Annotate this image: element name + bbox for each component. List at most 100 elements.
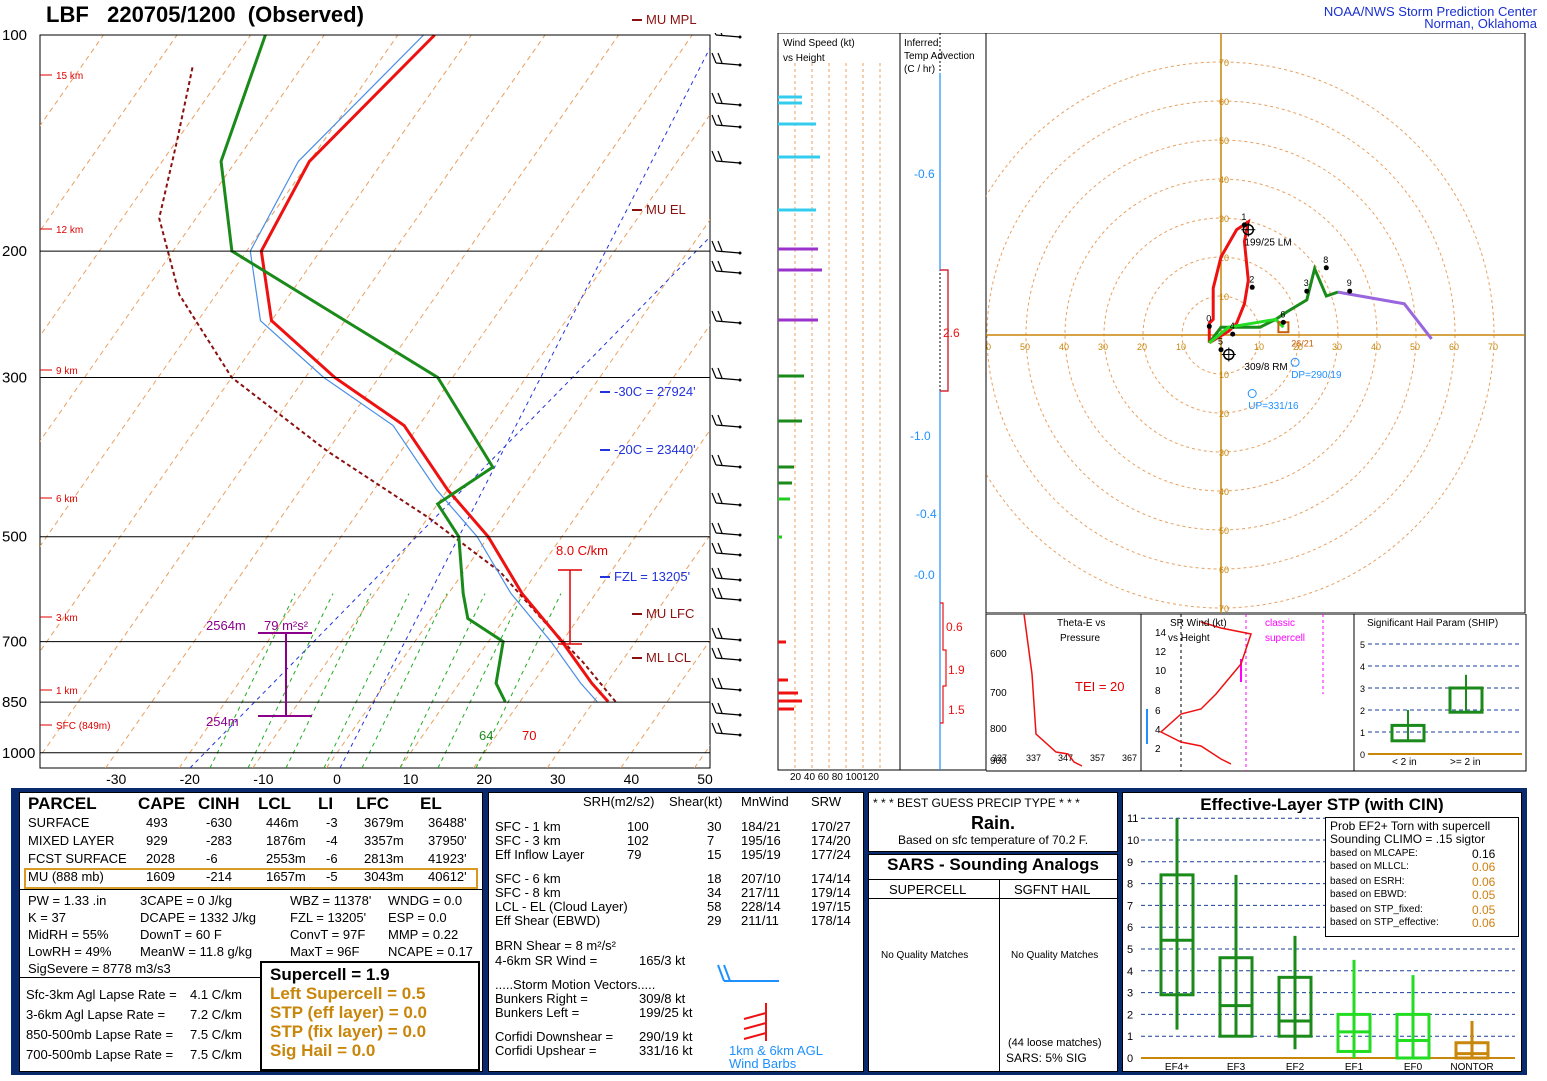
barb-shaft xyxy=(715,502,741,506)
barb-flag xyxy=(711,52,717,64)
km-dot xyxy=(1347,288,1353,294)
advection-value: -1.0 xyxy=(910,429,931,443)
barb-flag xyxy=(717,114,723,126)
km-dot xyxy=(1304,288,1310,294)
index-cell: MeanW = 11.8 g/kg xyxy=(140,944,253,959)
wind-barb xyxy=(711,310,742,325)
index-cell: PW = 1.33 .in xyxy=(28,893,107,908)
parcel-cell: -6 xyxy=(206,851,218,866)
ml-lcl-label: ML LCL xyxy=(646,650,691,665)
pressure-tick: 500 xyxy=(2,529,27,546)
stp-box-EF3 xyxy=(1218,874,1254,1038)
kinematics-cell: 211/11 xyxy=(741,913,779,928)
stp-legend-value: 0.06 xyxy=(1472,875,1496,889)
storm-motion-cell: 331/16 kt xyxy=(639,1043,693,1058)
wind-barb xyxy=(711,627,742,642)
wind-barb xyxy=(711,677,742,692)
ring-label-west: 30 xyxy=(1098,342,1108,352)
moist-adiabat xyxy=(399,593,486,768)
lapse-rate-cell: 4.1 C/km xyxy=(190,987,243,1002)
kinematics-header-cell: SRH(m2/s2) xyxy=(583,794,655,809)
advection-value: 0.6 xyxy=(946,620,963,634)
srh-bot-label: 254m xyxy=(206,714,239,729)
stp-category: EF2 xyxy=(1286,1062,1305,1071)
ring-label-north: 40 xyxy=(1219,175,1229,185)
sars-title: SARS - Sounding Analogs xyxy=(887,855,1099,874)
barb-flag xyxy=(717,702,723,714)
wetbulb-trace xyxy=(249,35,598,703)
wind-barb xyxy=(711,567,742,582)
stp-legend-label: based on MLCAPE: xyxy=(1330,848,1418,859)
stp-iqr xyxy=(1395,1012,1431,1060)
sars-supercell-matches: No Quality Matches xyxy=(881,950,969,961)
index-cell: DownT = 60 F xyxy=(140,927,222,942)
corfidi-down-label: DP=290/19 xyxy=(1291,370,1342,381)
stp-category: EF3 xyxy=(1227,1062,1246,1071)
kinematics-cell: Eff Inflow Layer xyxy=(495,847,585,862)
barb-flag xyxy=(711,150,717,162)
barb-flag xyxy=(717,677,723,689)
m20c-label: -20C = 23440' xyxy=(614,442,696,457)
stp-fix: STP (fix layer) = 0.0 xyxy=(270,1022,427,1041)
parcel-header-cell: CAPE xyxy=(138,794,186,813)
ship-tick: 4 xyxy=(1360,662,1365,672)
km-dot xyxy=(1323,265,1329,271)
barb-dot xyxy=(738,688,742,692)
ring-label-east: 50 xyxy=(1410,342,1420,352)
m20-line xyxy=(339,47,710,768)
parcel-cell: 493 xyxy=(146,815,168,830)
parcel-cell: 3679m xyxy=(364,815,404,830)
kinematics-cell: 34 xyxy=(707,885,722,900)
corfidi-up-marker xyxy=(1247,389,1257,398)
kinematics-cell: 195/19 xyxy=(741,847,781,862)
parcel-indices: PW = 1.33 .in 3CAPE = 0 J/kg WBZ = 11378' W… xyxy=(20,891,482,971)
stp-legend-value: 0.05 xyxy=(1472,903,1496,917)
index-cell: MaxT = 96F xyxy=(290,944,360,959)
ring-label-south: 50 xyxy=(1219,526,1229,536)
stp-iqr xyxy=(1159,873,1195,997)
advection-value: 2.6 xyxy=(943,326,960,340)
parcel-cell: -5 xyxy=(326,869,338,884)
height-label: 3 km xyxy=(56,613,78,624)
lapse-rates: Sfc-3km Agl Lapse Rate = 4.1 C/km 3-6km Ag… xyxy=(20,981,260,1069)
km-dot xyxy=(1230,331,1236,337)
index-cell: WBZ = 11378' xyxy=(290,893,372,908)
barb-flag xyxy=(711,310,717,322)
barb-flag xyxy=(711,114,717,126)
right-mover-label: 309/8 RM xyxy=(1244,362,1287,373)
km-dot xyxy=(1206,323,1212,329)
isotherm xyxy=(0,35,30,768)
kinematics-cell: 228/14 xyxy=(741,899,781,914)
barb-6km-flag xyxy=(743,1032,767,1040)
barb-dot xyxy=(738,103,742,107)
precip-note: Based on sfc temperature of 70.2 F. xyxy=(897,833,1089,847)
barb-shaft xyxy=(715,34,741,38)
lapse-rate-cell: 7.2 C/km xyxy=(190,1007,243,1022)
km-label: 5 xyxy=(1218,337,1223,347)
barb-flag xyxy=(711,92,717,104)
ring-label-north: 60 xyxy=(1219,97,1229,107)
supercell-composite: Supercell = 1.9 xyxy=(270,965,390,984)
sr-height-tick: 6 xyxy=(1155,706,1161,717)
barb-flag xyxy=(714,33,717,36)
stp-legend-value: 0.16 xyxy=(1472,847,1496,861)
height-label: 15 km xyxy=(56,71,83,82)
mu-lfc-label: MU LFC xyxy=(646,606,694,621)
srh-value-label: 79 m²s² xyxy=(264,618,309,633)
barb-flag xyxy=(711,414,717,426)
ring-label-south: 10 xyxy=(1219,370,1229,380)
wind-panel-frame xyxy=(777,33,901,771)
barb-dot xyxy=(738,378,742,382)
barb-flag xyxy=(720,33,723,36)
left-supercell: Left Supercell = 0.5 xyxy=(270,984,426,1003)
advection-title-3: (C / hr) xyxy=(904,64,936,75)
moist-adiabat xyxy=(323,593,410,768)
composite-box: Supercell = 1.9 Left Supercell = 0.5 STP… xyxy=(260,961,480,1071)
temp-tick: 50 xyxy=(697,771,713,787)
index-cell: FZL = 13205' xyxy=(290,910,367,925)
barb-dot xyxy=(738,658,742,662)
theta-panel-title: Theta-E vs xyxy=(1057,618,1106,629)
moist-adiabat xyxy=(285,593,372,768)
storm-motion-cell: Bunkers Left = xyxy=(495,1005,580,1020)
